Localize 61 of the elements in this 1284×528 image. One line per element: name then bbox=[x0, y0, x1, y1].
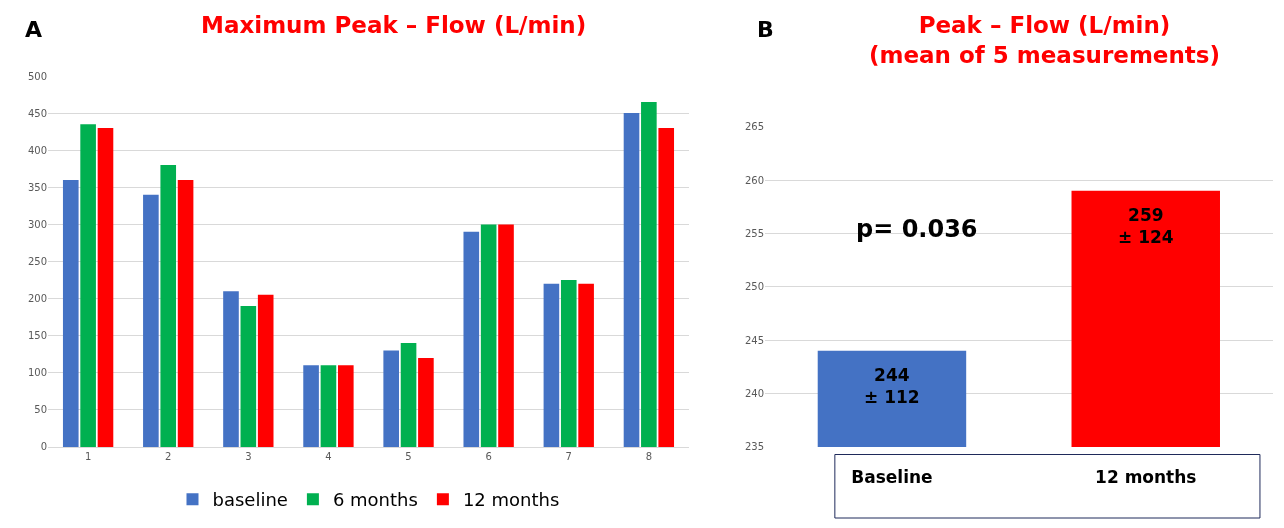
y-tick-label: 0 bbox=[40, 441, 48, 453]
bar bbox=[418, 357, 434, 447]
annotation: p= 0.036 bbox=[856, 215, 978, 243]
y-tick-label: 245 bbox=[744, 334, 765, 346]
y-tick-label: 350 bbox=[27, 181, 48, 193]
bar bbox=[160, 165, 177, 447]
y-tick-label: 250 bbox=[744, 281, 765, 293]
bar bbox=[320, 365, 337, 447]
y-tick-label: 235 bbox=[744, 441, 765, 453]
y-tick-label: 300 bbox=[27, 218, 48, 230]
legend-label: baseline bbox=[212, 489, 288, 511]
y-tick-label: 250 bbox=[27, 255, 48, 267]
x-tick-label: 3 bbox=[245, 450, 252, 462]
y-tick-label: 265 bbox=[744, 121, 765, 133]
bar bbox=[240, 305, 257, 447]
legend-label: 6 months bbox=[332, 489, 418, 511]
bar bbox=[177, 179, 194, 447]
text: B bbox=[757, 17, 774, 42]
x-tick-label: 5 bbox=[405, 450, 412, 462]
x-tick-label: 2 bbox=[165, 450, 172, 462]
bar bbox=[480, 224, 497, 447]
bar bbox=[623, 113, 640, 447]
bar bbox=[80, 124, 96, 447]
y-tick-label: 50 bbox=[34, 404, 48, 416]
y-tick-label: 100 bbox=[27, 367, 48, 379]
bar bbox=[400, 343, 417, 447]
y-tick-label: 200 bbox=[27, 293, 48, 305]
y-tick-label: 400 bbox=[27, 144, 48, 156]
data-label: 259 ± 124 bbox=[1118, 205, 1174, 248]
x-tick-label: 4 bbox=[325, 450, 332, 462]
bar bbox=[303, 365, 319, 447]
chart-title: Peak – Flow (L/min) (mean of 5 measurements) bbox=[869, 12, 1221, 68]
bar bbox=[337, 365, 354, 447]
x-tick-label: 1 bbox=[84, 450, 92, 462]
bar bbox=[578, 283, 594, 447]
bar bbox=[223, 291, 239, 447]
bar bbox=[257, 294, 274, 447]
bar bbox=[543, 283, 560, 447]
y-tick-label: 150 bbox=[27, 330, 48, 342]
bar bbox=[97, 127, 114, 447]
bar bbox=[498, 224, 514, 447]
x-tick-label: 7 bbox=[565, 450, 572, 462]
x-tick-label: 6 bbox=[485, 450, 492, 462]
text: A bbox=[25, 17, 43, 42]
bar bbox=[658, 127, 675, 447]
y-tick-label: 240 bbox=[744, 388, 765, 400]
bar bbox=[143, 194, 159, 447]
chart-title: Maximum Peak – Flow (L/min) bbox=[201, 12, 587, 38]
bar bbox=[641, 102, 657, 447]
x-tick-label: Baseline bbox=[851, 466, 933, 487]
legend-label: 12 months bbox=[462, 489, 560, 511]
y-tick-label: 255 bbox=[744, 228, 765, 240]
bar bbox=[463, 231, 480, 447]
y-tick-label: 260 bbox=[744, 174, 765, 186]
y-tick-label: 500 bbox=[27, 70, 48, 82]
data-label: 244 ± 112 bbox=[864, 365, 920, 408]
bar bbox=[62, 179, 79, 447]
bar bbox=[560, 280, 577, 447]
bar bbox=[383, 350, 399, 447]
x-tick-label: 8 bbox=[645, 450, 653, 462]
y-tick-label: 450 bbox=[27, 107, 48, 119]
